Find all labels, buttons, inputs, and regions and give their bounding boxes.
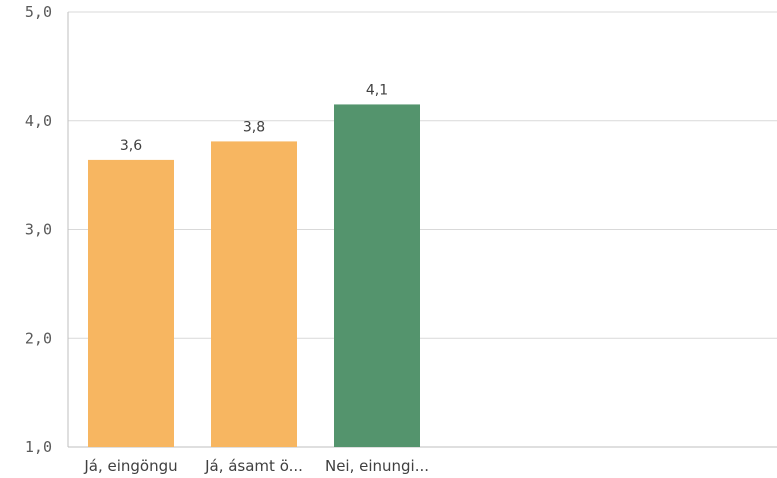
x-category-label: Nei, einungi... [325, 457, 429, 475]
labels: 1,0 2,0 3,0 4,0 5,0 3,6 Já, eingöngu 3,8 Já, ása… [25, 3, 429, 475]
y-tick-label: 2,0 [25, 329, 52, 347]
y-tick-label: 4,0 [25, 112, 52, 130]
bar[interactable] [334, 104, 420, 447]
y-tick-label: 5,0 [25, 3, 52, 21]
data-label: 4,1 [366, 82, 388, 98]
data-label: 3,6 [120, 138, 142, 154]
bars [88, 104, 420, 447]
x-category-label: Já, ásamt ö... [204, 457, 303, 475]
axes [67, 12, 777, 448]
grid-lines [68, 11, 777, 339]
x-category-label: Já, eingöngu [83, 457, 177, 475]
y-tick-label: 1,0 [25, 438, 52, 456]
y-tick-label: 3,0 [25, 221, 52, 239]
data-label: 3,8 [243, 119, 265, 135]
bar[interactable] [88, 159, 174, 447]
bar[interactable] [211, 141, 297, 447]
